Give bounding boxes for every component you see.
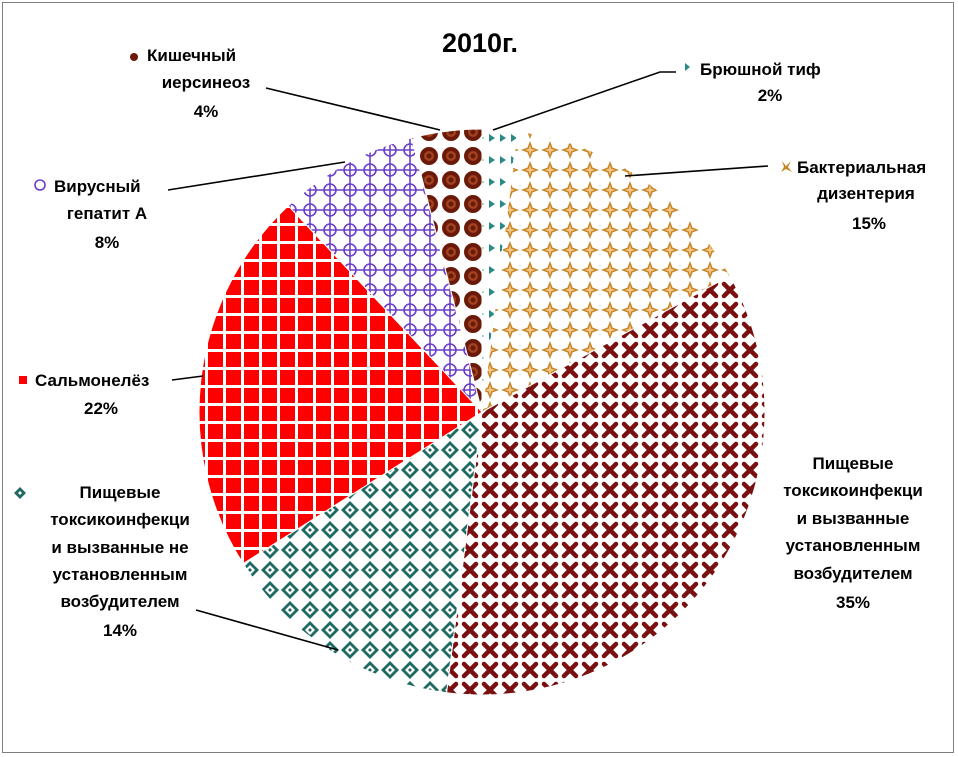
- label-line: Вирусный: [54, 177, 141, 196]
- leader-line-nepodtverzhdennye: [195, 609, 339, 651]
- label-line: Сальмонелёз: [35, 371, 149, 390]
- pie-slice-3: [242, 411, 483, 694]
- label-line: иерсинеоз: [162, 73, 251, 92]
- label-line: и вызванные не: [51, 538, 188, 557]
- label-line: гепатит А: [67, 204, 147, 223]
- label-line: возбудителем: [60, 592, 179, 611]
- slice-label-bakterialnaja-dizenterija: Бактериальная дизентерия 15%: [781, 158, 926, 233]
- leader-line-brjushnoj-tif: [492, 71, 676, 131]
- label-value: 15%: [852, 214, 886, 233]
- chart-title: 2010г.: [442, 28, 518, 58]
- leader-line-bakterialnaja-dizenterija: [624, 165, 769, 177]
- leader-line-virusnyj-gepatit: [167, 161, 346, 191]
- label-line: установленным: [53, 565, 188, 584]
- pie-slice-2: [445, 274, 766, 696]
- pie-slice-5: [287, 137, 483, 413]
- leader-lines: [167, 71, 769, 651]
- label-value: 22%: [84, 399, 118, 418]
- label-line: токсикоинфекци: [50, 510, 190, 529]
- label-line: Брюшной тиф: [700, 60, 821, 79]
- label-line: дизентерия: [817, 184, 915, 203]
- label-line: и вызванные: [797, 509, 910, 528]
- label-line: Кишечный: [147, 46, 236, 65]
- slice-label-virusnyj-gepatit: Вирусный гепатит А 8%: [34, 177, 147, 252]
- label-value: 2%: [758, 86, 783, 105]
- slice-label-kishechnyj-iersineoz: Кишечный иерсинеоз 4%: [130, 46, 250, 121]
- leader-line-salmonelez: [171, 375, 204, 381]
- slice-label-neustanovlennye: Пищевые токсикоинфекци и вызванные не ус…: [14, 483, 190, 640]
- label-value: 8%: [95, 233, 120, 252]
- slice-labels: Брюшной тиф 2% Бактериальная дизентерия …: [14, 46, 926, 640]
- leader-line-kishechnyj-iersineoz: [265, 87, 441, 131]
- slice-label-brjushnoj-tif: Брюшной тиф 2%: [685, 60, 821, 105]
- label-line: Пищевые: [813, 454, 894, 473]
- label-line: токсикоинфекци: [783, 481, 923, 500]
- label-value: 14%: [103, 621, 137, 640]
- label-line: возбудителем: [793, 564, 912, 583]
- pie-slice-1: [481, 130, 731, 413]
- label-value: 35%: [836, 593, 870, 612]
- label-value: 4%: [194, 102, 219, 121]
- slice-label-ustanovlennye: Пищевые токсикоинфекци и вызванные устан…: [783, 454, 923, 612]
- pie-slices: [198, 128, 766, 696]
- label-line: установленным: [786, 536, 921, 555]
- label-line: Бактериальная: [797, 158, 926, 177]
- pie-slice-6: [411, 128, 483, 413]
- label-line: Пищевые: [80, 483, 161, 502]
- slice-label-salmonelez: Сальмонелёз 22%: [19, 371, 149, 418]
